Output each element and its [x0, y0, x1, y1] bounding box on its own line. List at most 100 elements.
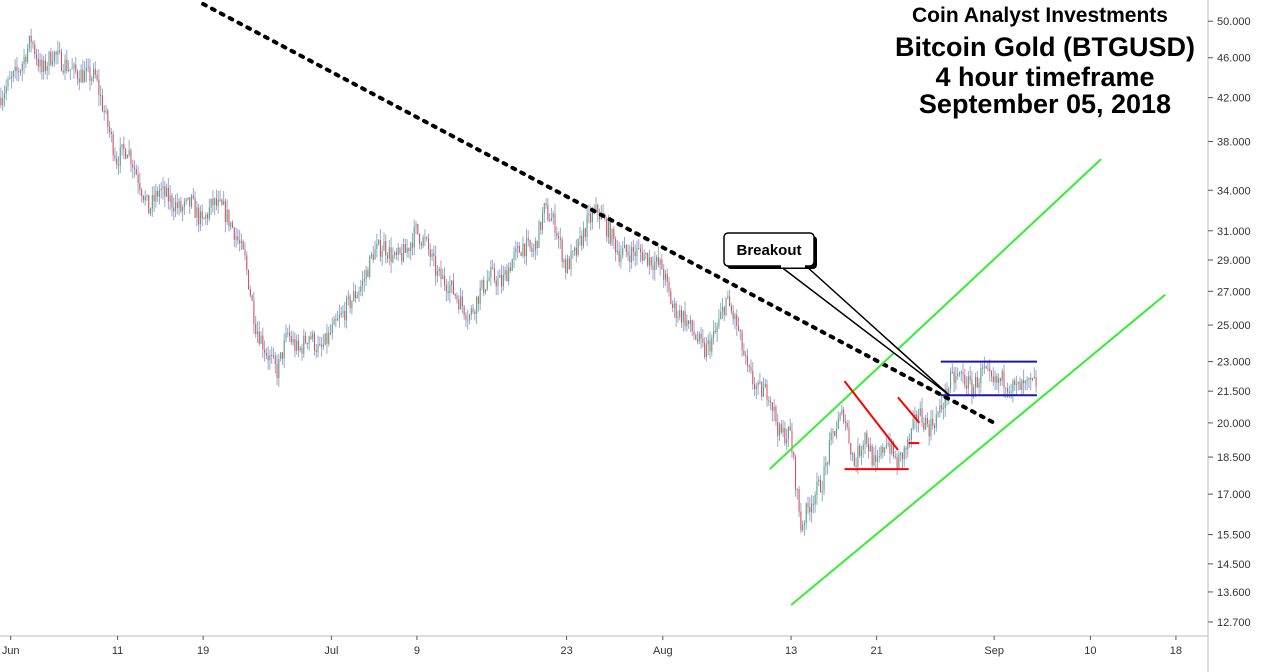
candle-body	[885, 444, 887, 448]
candle-body	[586, 215, 588, 237]
candle-body	[219, 199, 221, 201]
candle-body	[941, 405, 943, 409]
candle-body	[397, 248, 399, 255]
candle-body	[672, 304, 674, 308]
candle-body	[718, 318, 720, 327]
candle-body	[664, 273, 666, 280]
chart-timeframe: 4 hour timeframe	[935, 62, 1155, 92]
candle-body	[764, 384, 766, 388]
candle-body	[205, 214, 207, 219]
candle-body	[158, 190, 160, 197]
candle-body	[869, 445, 871, 452]
candle-body	[403, 244, 405, 262]
candle-body	[800, 511, 802, 531]
candle-body	[84, 71, 86, 83]
candle-body	[208, 207, 210, 219]
candle-body	[301, 347, 303, 354]
candle-body	[101, 95, 103, 112]
candle-body	[875, 455, 877, 462]
candle-body	[819, 479, 821, 493]
candle-body	[217, 199, 219, 206]
candle-body	[697, 339, 699, 342]
candle-body	[529, 240, 531, 248]
candle-body	[552, 213, 554, 218]
candle-body	[240, 241, 242, 244]
candle-body	[39, 59, 41, 67]
candle-body	[93, 69, 95, 79]
y-tick-label: 13.600	[1217, 587, 1251, 599]
candle-body	[285, 332, 287, 341]
candle-body	[262, 335, 264, 350]
candle-body	[748, 365, 750, 368]
candle-body	[631, 247, 633, 263]
candle-body	[1033, 376, 1035, 379]
candle-body	[866, 432, 868, 444]
candle-body	[862, 444, 864, 450]
candle-body	[331, 324, 333, 334]
candle-body	[645, 253, 647, 255]
candle-body	[741, 331, 743, 351]
candle-body	[643, 254, 645, 261]
y-tick-label: 14.500	[1217, 559, 1251, 571]
candle-body	[87, 66, 89, 68]
candle-body	[762, 387, 764, 397]
candle-body	[1024, 381, 1026, 384]
candle-body	[321, 345, 323, 347]
candle-body	[878, 456, 880, 458]
candle-body	[0, 97, 2, 106]
candle-body	[759, 382, 761, 384]
candle-body	[971, 379, 973, 397]
candle-body	[406, 248, 408, 253]
candle-body	[823, 466, 825, 492]
candle-body	[843, 409, 845, 422]
candle-body	[30, 35, 32, 43]
candle-body	[376, 243, 378, 249]
candle-body	[907, 439, 909, 450]
candle-body	[812, 503, 814, 505]
candle-body	[130, 150, 132, 165]
candle-body	[893, 441, 895, 457]
overlay-lines	[201, 2, 1166, 606]
x-tick-label: 23	[560, 645, 572, 657]
candle-body	[925, 417, 927, 430]
candle-body	[827, 462, 829, 464]
candle-body	[542, 213, 544, 230]
candle-body	[1005, 387, 1007, 389]
candle-body	[996, 376, 998, 383]
candle-body	[855, 465, 857, 467]
candle-body	[360, 285, 362, 292]
candle-body	[317, 344, 319, 353]
candle-body	[43, 60, 45, 72]
candle-body	[565, 259, 567, 273]
y-tick-label: 12.700	[1217, 617, 1251, 629]
candle-body	[721, 307, 723, 312]
candle-body	[974, 376, 976, 388]
candle-body	[787, 426, 789, 439]
candle-body	[1001, 371, 1003, 381]
price-axis: 50.000 46.000 42.000 38.000 34.000 31.000 29.0…	[1207, 0, 1251, 672]
candle-body	[613, 229, 615, 239]
candle-body	[876, 457, 878, 462]
y-tick-label: 21.500	[1217, 386, 1251, 398]
candle-body	[486, 280, 488, 290]
candle-body	[780, 424, 782, 433]
candle-body	[686, 320, 688, 327]
candle-body	[374, 248, 376, 260]
candle-body	[472, 308, 474, 312]
candle-body	[784, 428, 786, 444]
candle-body	[1023, 380, 1025, 384]
candle-body	[682, 311, 684, 323]
candle-body	[934, 425, 936, 428]
candle-body	[294, 339, 296, 351]
candle-body	[176, 202, 178, 208]
candle-body	[871, 445, 873, 466]
candle-body	[62, 70, 64, 73]
candle-body	[347, 296, 349, 299]
candle-body	[265, 352, 267, 356]
candle-body	[433, 253, 435, 257]
candle-body	[117, 164, 119, 166]
candle-body	[233, 227, 235, 240]
candle-body	[795, 456, 797, 490]
callout-pointer	[779, 265, 951, 397]
candle-body	[417, 224, 419, 234]
